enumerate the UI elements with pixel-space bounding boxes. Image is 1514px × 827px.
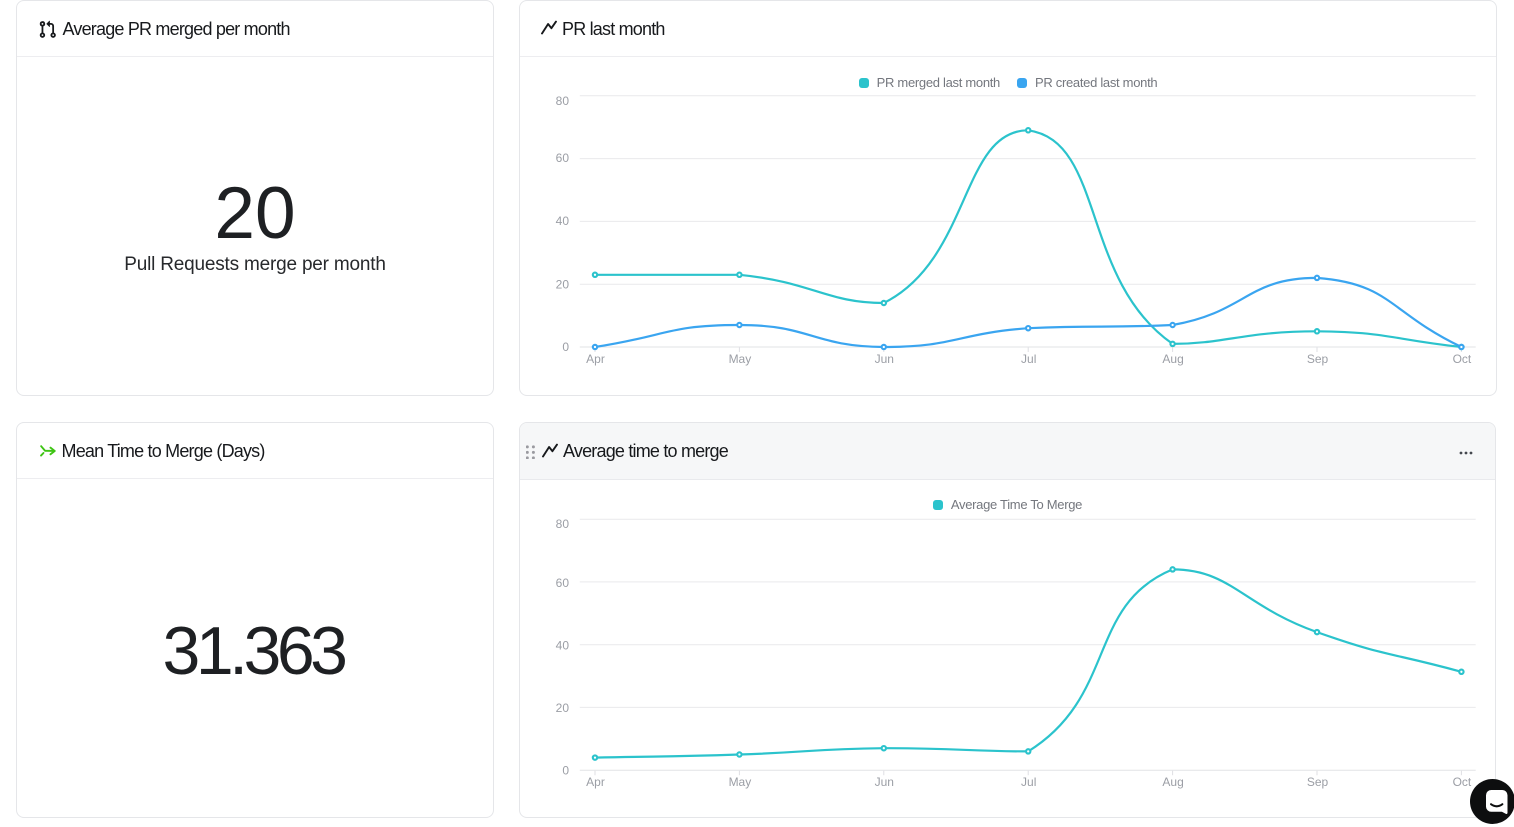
svg-text:80: 80: [556, 517, 570, 531]
svg-text:Jun: Jun: [875, 352, 894, 366]
svg-text:Apr: Apr: [586, 775, 605, 789]
svg-text:Aug: Aug: [1162, 775, 1183, 789]
svg-text:Jul: Jul: [1021, 775, 1036, 789]
svg-text:Oct: Oct: [1453, 775, 1472, 789]
svg-text:0: 0: [562, 763, 569, 777]
svg-text:20: 20: [556, 278, 570, 292]
svg-text:Sep: Sep: [1307, 775, 1329, 789]
svg-text:0: 0: [562, 340, 569, 354]
svg-text:Jul: Jul: [1021, 352, 1036, 366]
svg-text:Oct: Oct: [1453, 352, 1472, 366]
svg-text:40: 40: [556, 638, 570, 652]
svg-text:40: 40: [556, 214, 570, 228]
svg-text:Jun: Jun: [875, 775, 894, 789]
svg-text:60: 60: [556, 576, 570, 590]
svg-text:Apr: Apr: [586, 352, 605, 366]
svg-text:Aug: Aug: [1162, 352, 1183, 366]
svg-text:May: May: [729, 352, 752, 366]
svg-text:80: 80: [556, 94, 570, 108]
svg-text:May: May: [729, 775, 752, 789]
svg-text:Sep: Sep: [1307, 352, 1329, 366]
svg-text:60: 60: [556, 151, 570, 165]
svg-text:20: 20: [556, 701, 570, 715]
